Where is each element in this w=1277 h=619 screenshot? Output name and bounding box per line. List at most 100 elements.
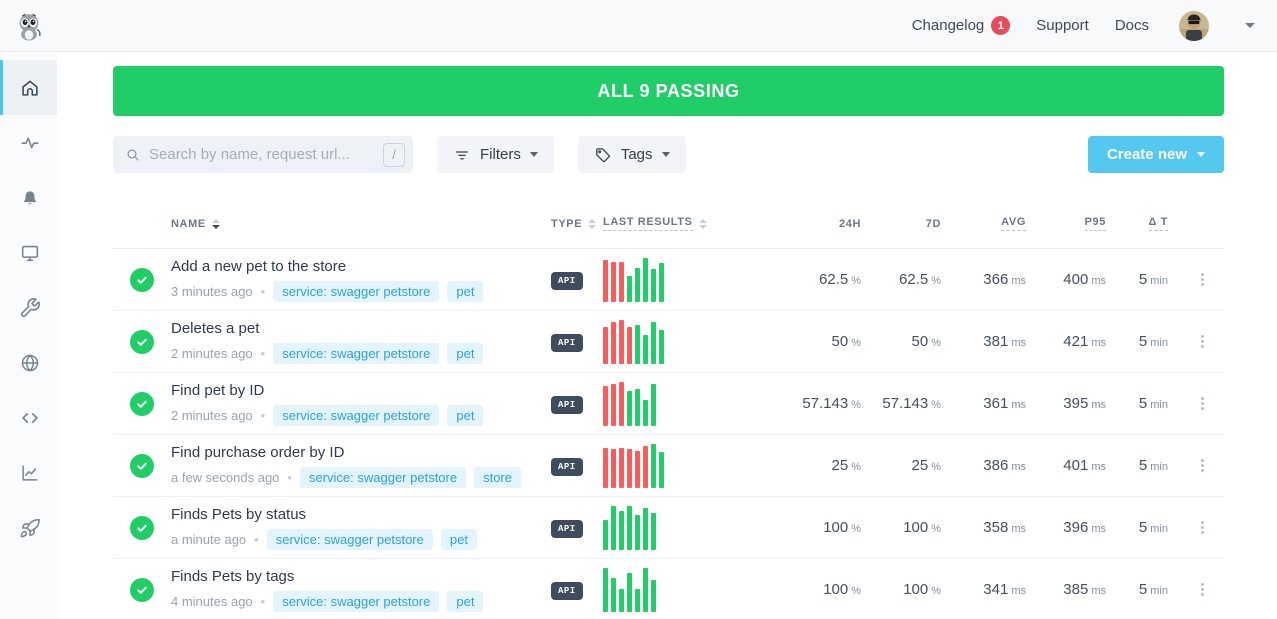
result-bar-fail[interactable] [611,448,616,488]
column-header-p95[interactable]: P95 [1038,216,1118,231]
last-results-chart[interactable] [603,381,788,426]
sidebar-item-code[interactable] [0,390,57,445]
tag-chip[interactable]: service: swagger petstore [273,404,440,426]
check-name-link[interactable]: Add a new pet to the store [171,257,347,275]
result-bar-fail[interactable] [619,381,624,426]
tag-chip[interactable]: service: swagger petstore [266,528,433,550]
result-bar-pass[interactable] [659,262,664,302]
row-menu-button[interactable] [1180,455,1224,476]
result-bar-pass[interactable] [611,577,616,612]
row-menu-button[interactable] [1180,393,1224,414]
check-name-link[interactable]: Find purchase order by ID [171,443,345,461]
sidebar-item-activity[interactable] [0,115,57,170]
checkly-raccoon-logo[interactable] [14,11,44,41]
last-results-chart[interactable] [603,567,788,612]
sort-carets-icon[interactable] [698,218,707,229]
result-bar-pass[interactable] [651,512,656,550]
result-bar-fail[interactable] [619,261,624,302]
result-bar-fail[interactable] [611,261,616,302]
result-bar-fail[interactable] [603,326,608,364]
result-bar-pass[interactable] [659,329,664,364]
table-row[interactable]: Deletes a pet 2 minutes ago • service: s… [113,311,1224,373]
result-bar-fail[interactable] [611,383,616,426]
row-menu-button[interactable] [1180,269,1224,290]
result-bar-pass[interactable] [635,514,640,550]
result-bar-pass[interactable] [651,579,656,612]
result-bar-pass[interactable] [611,505,616,550]
nav-support[interactable]: Support [1036,17,1089,34]
tag-chip[interactable]: service: swagger petstore [273,342,440,364]
last-results-chart[interactable] [603,319,788,364]
result-bar-pass[interactable] [627,505,632,550]
nav-changelog[interactable]: Changelog 1 [912,16,1011,35]
result-bar-pass[interactable] [619,510,624,550]
tag-chip[interactable]: pet [447,404,484,426]
result-bar-pass[interactable] [635,388,640,426]
column-header-name[interactable]: NAME [171,218,541,230]
table-row[interactable]: Finds Pets by tags 4 minutes ago • servi… [113,559,1224,619]
filters-button[interactable]: Filters [437,136,554,173]
tags-button[interactable]: Tags [577,136,686,173]
account-menu-caret-icon[interactable] [1245,23,1255,28]
result-bar-pass[interactable] [603,567,608,612]
column-header-avg[interactable]: AVG [953,216,1038,231]
user-avatar[interactable] [1179,10,1209,41]
result-bar-fail[interactable] [619,319,624,364]
result-bar-pass[interactable] [643,334,648,364]
result-bar-pass[interactable] [643,567,648,612]
sidebar-item-globe[interactable] [0,335,57,390]
sort-carets-icon[interactable] [211,218,220,229]
sort-carets-icon[interactable] [588,218,597,229]
row-menu-button[interactable] [1180,517,1224,538]
sidebar-item-bell[interactable] [0,170,57,225]
sidebar-item-chart[interactable] [0,445,57,500]
result-bar-fail[interactable] [627,448,632,488]
result-bar-pass[interactable] [643,257,648,302]
row-menu-button[interactable] [1180,331,1224,352]
table-row[interactable]: Find pet by ID 2 minutes ago • service: … [113,373,1224,435]
last-results-chart[interactable] [603,505,788,550]
last-results-chart[interactable] [603,257,788,302]
search-input[interactable] [141,146,383,163]
result-bar-pass[interactable] [643,507,648,550]
result-bar-pass[interactable] [659,451,664,488]
result-bar-fail[interactable] [643,445,648,488]
table-row[interactable]: Add a new pet to the store 3 minutes ago… [113,249,1224,311]
column-header-last-results[interactable]: LAST RESULTS [603,216,788,231]
sidebar-item-rocket[interactable] [0,500,57,555]
result-bar-pass[interactable] [651,383,656,426]
result-bar-fail[interactable] [635,450,640,488]
result-bar-fail[interactable] [603,447,608,488]
tag-chip[interactable]: service: swagger petstore [273,280,440,302]
last-results-chart[interactable] [603,443,788,488]
result-bar-pass[interactable] [635,267,640,302]
result-bar-pass[interactable] [643,399,648,426]
check-name-link[interactable]: Find pet by ID [171,381,265,399]
result-bar-fail[interactable] [603,385,608,426]
table-row[interactable]: Finds Pets by status a minute ago • serv… [113,497,1224,559]
column-header-delta-t[interactable]: Δ T [1118,216,1180,231]
sidebar-item-home[interactable] [0,60,57,115]
tag-chip[interactable]: store [474,466,521,488]
tag-chip[interactable]: pet [440,528,477,550]
result-bar-pass[interactable] [651,321,656,364]
nav-docs[interactable]: Docs [1115,17,1149,34]
tag-chip[interactable]: pet [447,280,484,302]
status-banner[interactable]: ALL 9 PASSING [113,66,1224,116]
result-bar-pass[interactable] [619,588,624,612]
tag-chip[interactable]: pet [447,590,484,612]
result-bar-fail[interactable] [627,326,632,364]
check-name-link[interactable]: Finds Pets by status [171,505,307,523]
tag-chip[interactable]: service: swagger petstore [299,466,467,488]
result-bar-pass[interactable] [627,572,632,612]
result-bar-fail[interactable] [611,321,616,364]
result-bar-pass[interactable] [627,275,632,302]
result-bar-pass[interactable] [603,519,608,550]
sidebar-item-monitor[interactable] [0,225,57,280]
check-name-link[interactable]: Finds Pets by tags [171,567,295,585]
tag-chip[interactable]: pet [447,342,484,364]
result-bar-fail[interactable] [603,259,608,302]
result-bar-fail[interactable] [619,447,624,488]
result-bar-pass[interactable] [651,443,656,488]
table-row[interactable]: Find purchase order by ID a few seconds … [113,435,1224,497]
